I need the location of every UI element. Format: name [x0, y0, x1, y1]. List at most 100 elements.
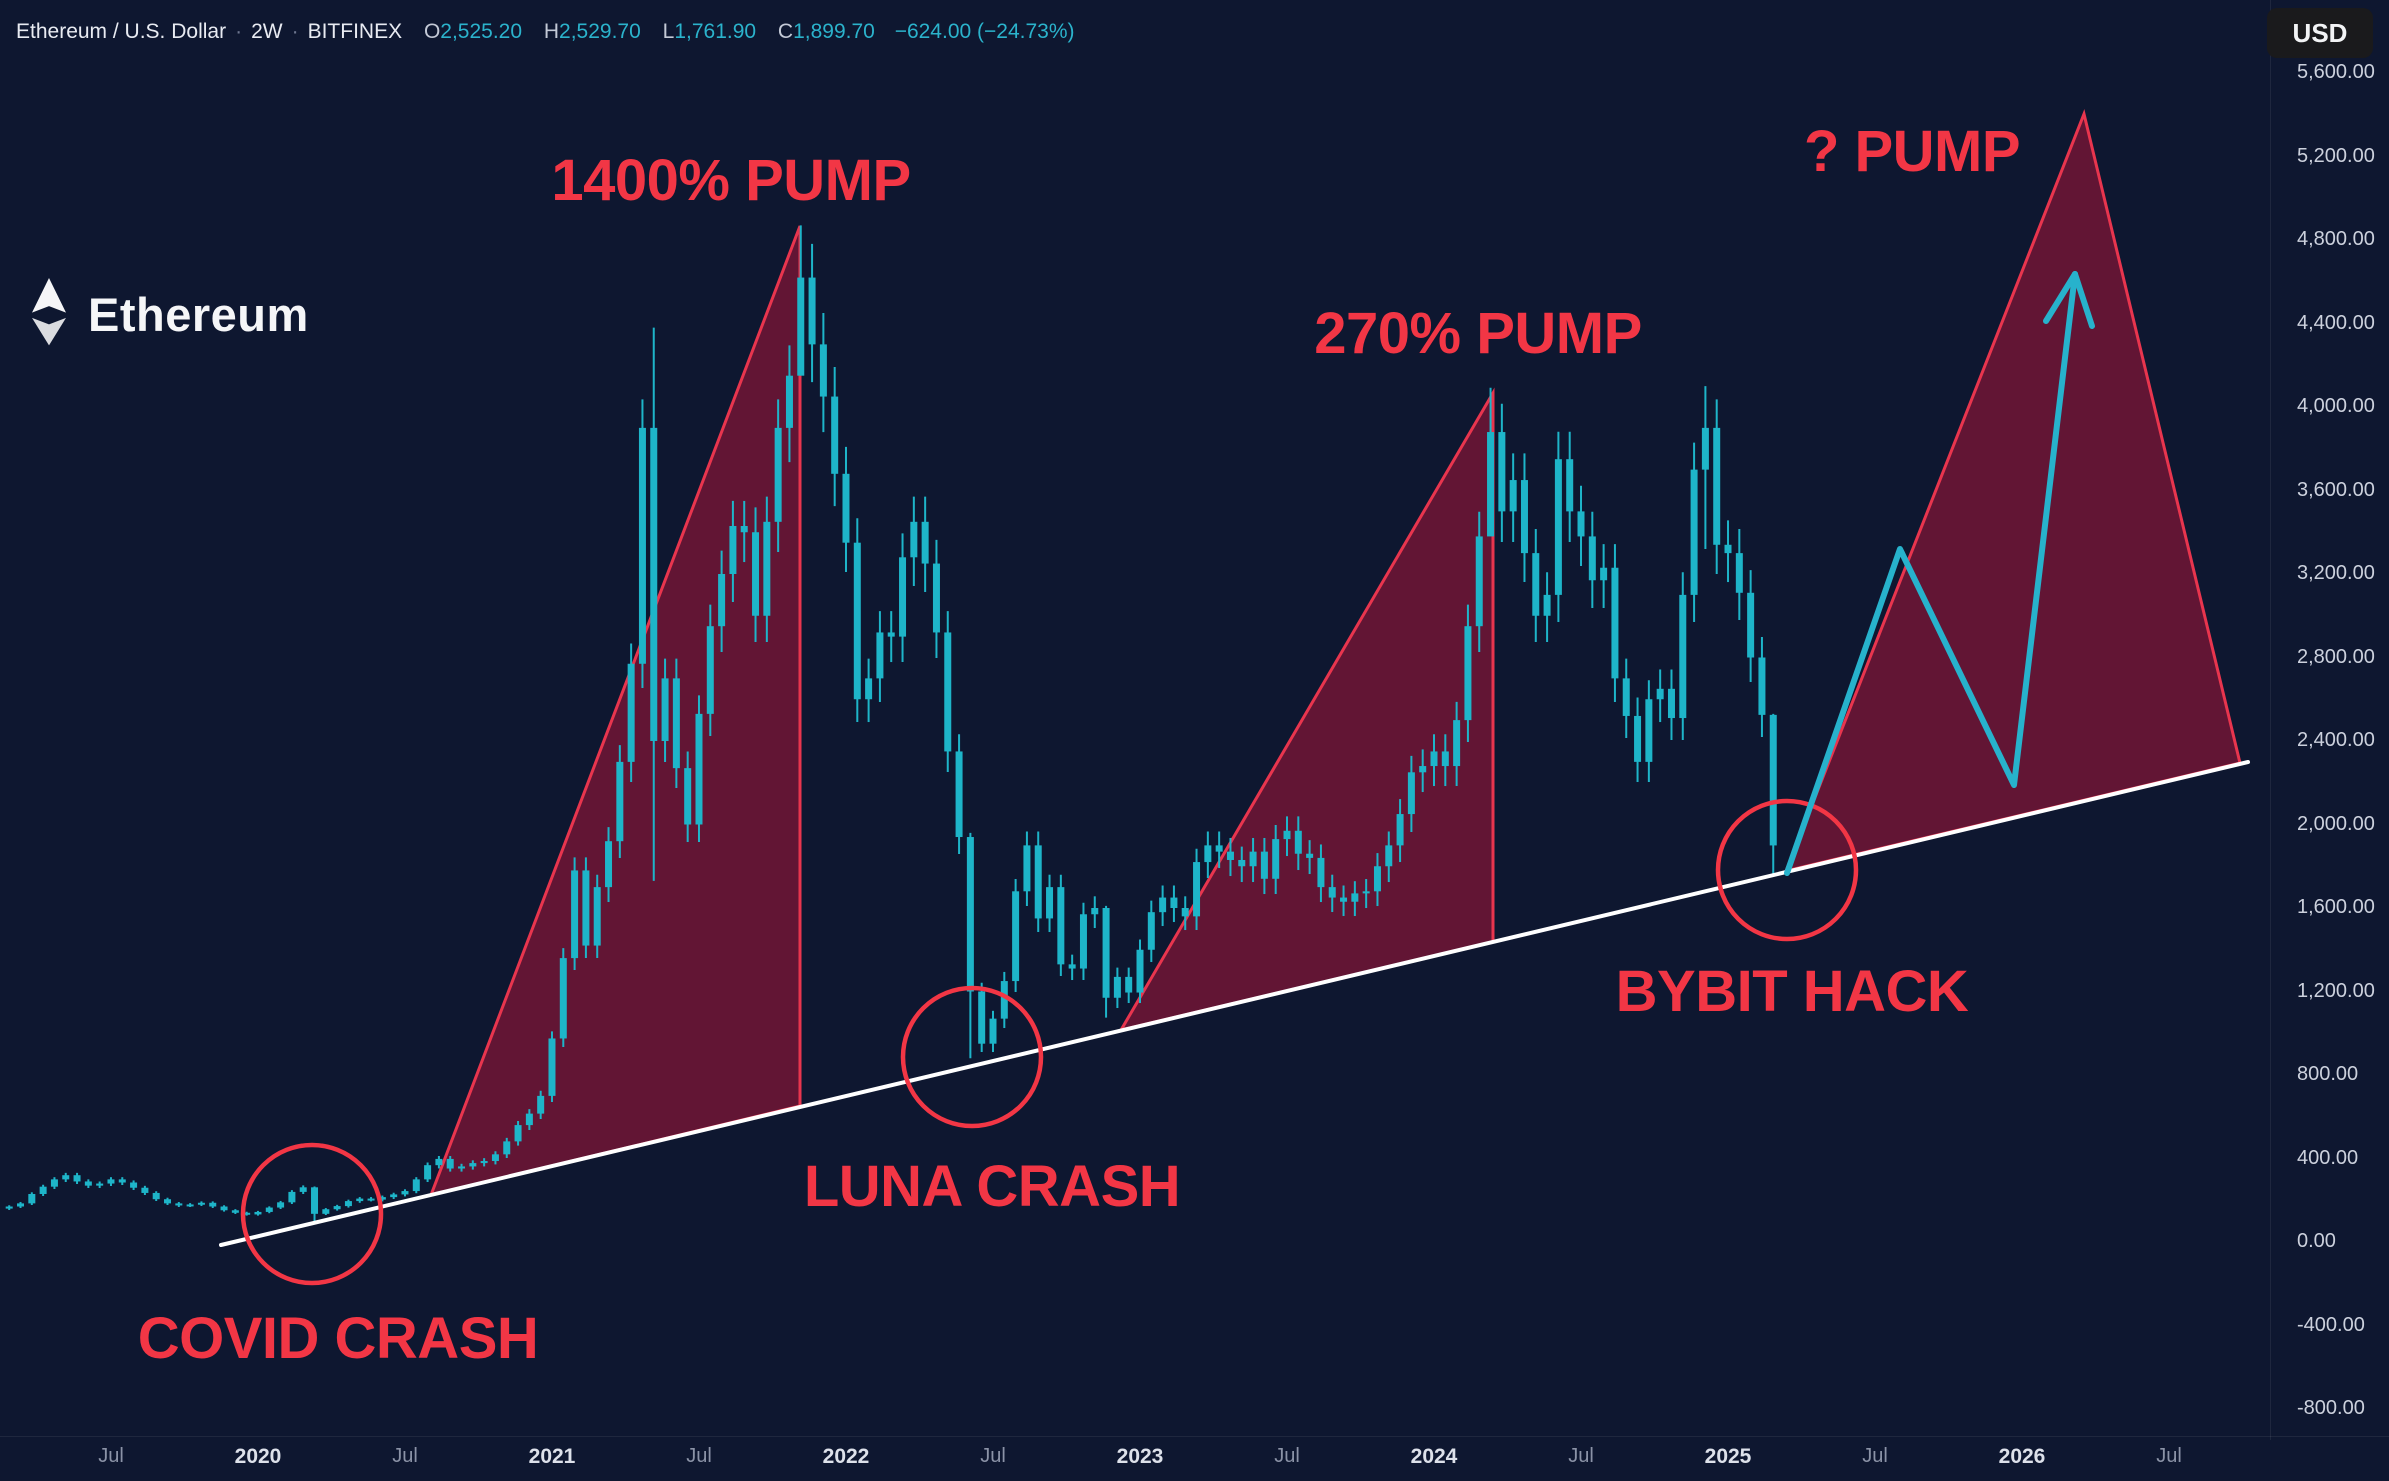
time-axis-label: Jul: [1274, 1445, 1300, 1467]
candle: [62, 1175, 70, 1180]
candle: [808, 277, 816, 345]
bybit-hack-circle: [1715, 798, 1859, 942]
candle: [1543, 594, 1551, 616]
candle: [1125, 976, 1133, 993]
projection-arrowhead: [2043, 271, 2078, 324]
price-axis-label: 4,400.00: [2297, 311, 2375, 334]
time-axis-label: 2025: [1704, 1445, 1752, 1468]
interval-label[interactable]: 2W: [251, 20, 283, 43]
candle: [785, 375, 793, 428]
candle: [661, 678, 669, 741]
annotation-question-pump: ? PUMP: [1803, 119, 2021, 184]
candle: [650, 427, 658, 741]
price-axis-label: 2,800.00: [2297, 645, 2375, 668]
candle: [446, 1158, 454, 1169]
candle: [989, 1018, 997, 1044]
candle: [1520, 480, 1528, 554]
candle: [571, 870, 579, 959]
candle: [638, 427, 646, 664]
candle: [1667, 688, 1675, 719]
time-axis-label: Jul: [1568, 1445, 1594, 1467]
candle: [1396, 814, 1404, 846]
candle: [265, 1207, 273, 1212]
close-label: C: [777, 20, 794, 43]
candle: [1057, 887, 1065, 965]
time-axis-label: 2026: [1998, 1445, 2046, 1468]
candle: [254, 1211, 262, 1215]
candle: [740, 525, 748, 533]
pump-triangle-3: [1783, 109, 2242, 874]
candle: [1136, 949, 1144, 993]
candle: [1023, 845, 1031, 892]
candle: [1475, 536, 1483, 627]
candle: [1102, 908, 1110, 998]
symbol-title[interactable]: Ethereum / U.S. Dollar: [16, 20, 227, 43]
candle: [1656, 688, 1664, 700]
candle: [718, 574, 726, 627]
open-value: 2,525.20: [440, 20, 523, 43]
candle: [978, 991, 986, 1044]
candles-series: [5, 225, 1777, 1223]
candle: [1340, 897, 1348, 902]
price-axis-label: 3,200.00: [2297, 562, 2375, 584]
candle: [1758, 657, 1766, 715]
candle: [1622, 678, 1630, 716]
time-axis-label: Jul: [2156, 1445, 2182, 1467]
candle: [1701, 427, 1709, 470]
candle: [627, 663, 635, 762]
candle: [1283, 830, 1291, 840]
candle: [277, 1202, 285, 1208]
candle: [1634, 715, 1642, 762]
candle: [141, 1187, 149, 1193]
projection-arrow: [1784, 271, 2078, 876]
candle: [1226, 851, 1234, 860]
candle: [537, 1095, 545, 1114]
time-axis-label: Jul: [98, 1445, 124, 1467]
time-axis-label: 2022: [822, 1445, 870, 1468]
candle: [1690, 469, 1698, 595]
price-axis-label: 1,600.00: [2297, 896, 2375, 918]
candle: [514, 1125, 522, 1142]
price-axis[interactable]: 5,600.00 5,200.00 4,800.00 4,400.00 4,000.00…: [2270, 0, 2389, 1440]
candle: [876, 632, 884, 679]
exchange-label[interactable]: BITFINEX: [307, 20, 403, 43]
candle: [1306, 853, 1314, 858]
candle: [1373, 866, 1381, 892]
annotation-covid-crash: COVID CRASH: [137, 1306, 539, 1371]
candle: [853, 542, 861, 700]
currency-usd-button[interactable]: USD: [2267, 8, 2373, 58]
time-axis[interactable]: Jul 2020 Jul 2021 Jul 2022 Jul 2023 Jul 2024 Jul 20…: [0, 1436, 2389, 1481]
luna-crash-circle: [900, 985, 1044, 1129]
candle: [356, 1198, 364, 1202]
support-trendline[interactable]: [219, 760, 2250, 1247]
open-label: O: [423, 20, 441, 43]
candle: [695, 713, 703, 825]
candle: [1272, 839, 1280, 879]
candle: [1453, 720, 1461, 767]
candle: [84, 1181, 92, 1186]
price-axis-label: 1,200.00: [2297, 979, 2375, 1002]
low-value: 1,761.90: [674, 20, 757, 43]
time-axis-label: 2020: [234, 1445, 282, 1468]
candle: [1068, 964, 1076, 969]
symbol-legend[interactable]: Ethereum / U.S. Dollar · 2W · BITFINEX O2,52…: [16, 20, 1075, 43]
annotation-bybit-hack: BYBIT HACK: [1615, 959, 1969, 1024]
candle: [17, 1203, 25, 1207]
candle: [333, 1206, 341, 1210]
candle: [1747, 592, 1755, 658]
candle: [1091, 908, 1099, 915]
candle: [1735, 553, 1743, 593]
candle: [130, 1182, 138, 1188]
candle: [684, 768, 692, 825]
candle: [435, 1158, 443, 1166]
price-axis-label: 2,000.00: [2297, 812, 2375, 835]
candle: [1294, 830, 1302, 854]
price-axis-label: 5,200.00: [2297, 144, 2375, 167]
candle: [1238, 859, 1246, 867]
candle: [525, 1113, 533, 1126]
candle: [311, 1187, 319, 1214]
candle: [1034, 845, 1042, 919]
candle: [491, 1154, 499, 1162]
candle: [842, 473, 850, 543]
